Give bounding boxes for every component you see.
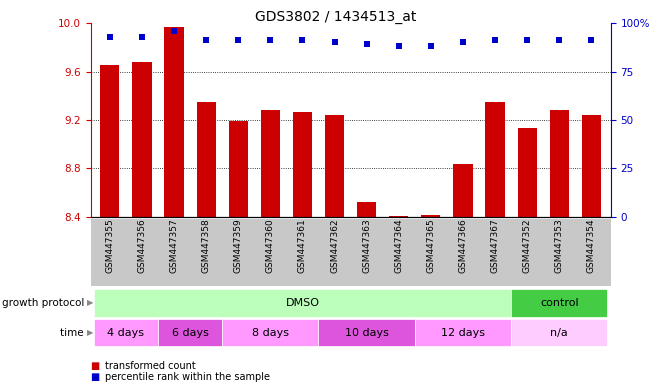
Bar [293, 111, 312, 217]
Point [393, 43, 404, 50]
Text: ▶: ▶ [87, 298, 94, 308]
Bar [261, 110, 280, 217]
Text: transformed count: transformed count [105, 361, 196, 371]
Text: percentile rank within the sample: percentile rank within the sample [105, 372, 270, 382]
Point [425, 43, 436, 50]
Bar [485, 102, 505, 217]
Text: 12 days: 12 days [441, 328, 485, 338]
Point [554, 37, 564, 43]
Text: time: time [60, 328, 87, 338]
Bar [164, 26, 184, 217]
Bar [421, 215, 440, 217]
Point [265, 37, 276, 43]
Text: DMSO: DMSO [285, 298, 319, 308]
Point [490, 37, 501, 43]
Point [168, 28, 179, 34]
Point [105, 33, 115, 40]
Text: growth protocol: growth protocol [1, 298, 87, 308]
Point [329, 40, 340, 46]
Point [297, 37, 308, 43]
Bar [582, 115, 601, 217]
Point [586, 37, 597, 43]
Bar [517, 129, 537, 217]
Text: GDS3802 / 1434513_at: GDS3802 / 1434513_at [255, 10, 416, 23]
Bar [454, 164, 472, 217]
Text: 6 days: 6 days [172, 328, 209, 338]
Text: n/a: n/a [550, 328, 568, 338]
Point [201, 37, 211, 43]
Point [361, 41, 372, 48]
Text: 10 days: 10 days [345, 328, 389, 338]
Point [233, 37, 244, 43]
Point [137, 33, 148, 40]
Bar [357, 202, 376, 217]
Bar [325, 115, 344, 217]
Point [458, 40, 468, 46]
Point [522, 37, 533, 43]
Bar [100, 65, 119, 217]
Text: 8 days: 8 days [252, 328, 289, 338]
Text: ▶: ▶ [87, 328, 94, 337]
Bar [132, 62, 152, 217]
Bar [389, 216, 409, 217]
Text: 4 days: 4 days [107, 328, 144, 338]
Bar [229, 121, 248, 217]
Text: ■: ■ [91, 372, 100, 382]
Text: ■: ■ [91, 361, 100, 371]
Text: control: control [540, 298, 578, 308]
Bar [197, 102, 216, 217]
Bar [550, 110, 569, 217]
